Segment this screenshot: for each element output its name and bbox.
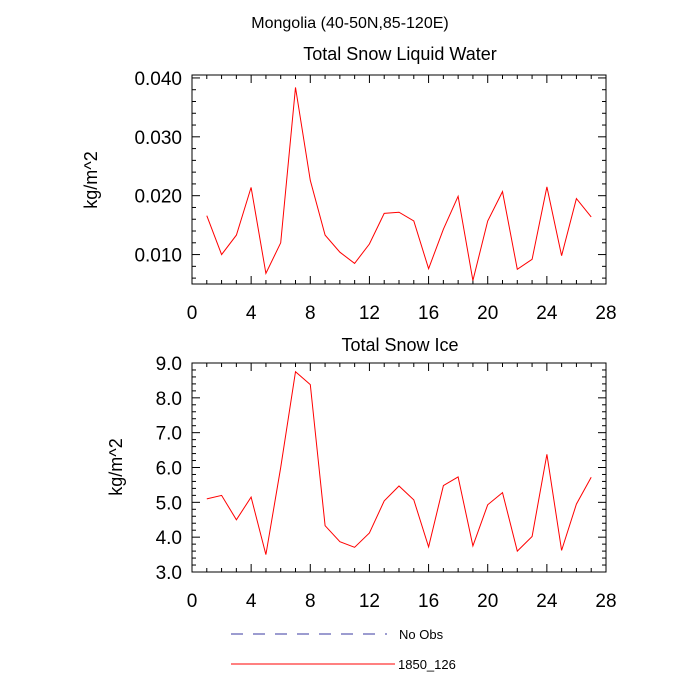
y-tick-label: 5.0 — [156, 493, 182, 514]
y-tick-label: 6.0 — [156, 459, 182, 480]
x-tick-label: 4 — [246, 303, 257, 324]
y-tick-label: 4.0 — [156, 528, 182, 549]
series-line-1850-126 — [206, 370, 592, 555]
legend: No Obs 1850_126 — [231, 627, 456, 672]
x-tick-label: 12 — [359, 591, 380, 612]
x-tick-label: 8 — [305, 591, 316, 612]
x-tick-label: 16 — [418, 303, 439, 324]
series-line-1850-126 — [206, 87, 592, 281]
y-tick-label: 0.020 — [134, 187, 182, 208]
x-tick-label: 12 — [359, 303, 380, 324]
panel-title: Total Snow Ice — [341, 335, 458, 355]
y-tick-label: 0.010 — [134, 246, 182, 267]
x-tick-label: 24 — [536, 591, 558, 612]
x-tick-label: 20 — [477, 591, 498, 612]
y-tick-label: 7.0 — [156, 424, 182, 445]
plot-frame — [191, 74, 607, 285]
y-tick-label: 3.0 — [156, 563, 182, 584]
plot-frame — [191, 362, 607, 573]
legend-label-1850-126: 1850_126 — [398, 657, 456, 672]
x-tick-label: 20 — [477, 303, 498, 324]
x-tick-label: 28 — [595, 591, 616, 612]
panel-snow-ice: Total Snow Ice kg/m^2 0 4 8 12 16 20 24 28 3.0 4.… — [106, 335, 617, 612]
x-tick-label: 4 — [246, 591, 257, 612]
x-tick-label: 0 — [187, 591, 198, 612]
figure-title: Mongolia (40-50N,85-120E) — [251, 15, 448, 32]
y-tick-label: 0.040 — [134, 69, 182, 90]
y-tick-label: 9.0 — [156, 354, 182, 375]
panel-snow-liquid-water: Total Snow Liquid Water kg/m^2 0 4 8 12 16 20… — [81, 44, 617, 324]
y-tick-label: 8.0 — [156, 389, 182, 410]
x-tick-label: 16 — [418, 591, 439, 612]
x-tick-label: 0 — [187, 303, 198, 324]
panel-title: Total Snow Liquid Water — [303, 44, 496, 64]
y-tick-label: 0.030 — [134, 128, 182, 149]
x-tick-label: 8 — [305, 303, 316, 324]
x-tick-label: 28 — [595, 303, 616, 324]
x-tick-label: 24 — [536, 303, 558, 324]
y-axis-label: kg/m^2 — [106, 438, 126, 495]
legend-label-no-obs: No Obs — [399, 627, 444, 642]
y-axis-label: kg/m^2 — [81, 151, 101, 208]
